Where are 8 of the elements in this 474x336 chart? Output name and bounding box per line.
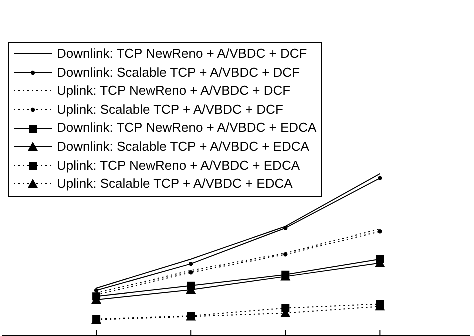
- legend-label: Downlink: Scalable TCP + A/VBDC + DCF: [57, 64, 300, 82]
- legend-label: Uplink: Scalable TCP + A/VBDC + EDCA: [57, 175, 293, 194]
- legend-label: Uplink: TCP NewReno + A/VBDC + DCF: [57, 82, 291, 100]
- legend-label: Uplink: TCP NewReno + A/VBDC + EDCA: [57, 156, 300, 175]
- legend-label: Uplink: Scalable TCP + A/VBDC + DCF: [57, 100, 284, 119]
- legend-label: Downlink: Scalable TCP + A/VBDC + EDCA: [57, 138, 310, 156]
- legend-label: Downlink: TCP NewReno + A/VBDC + EDCA: [57, 119, 317, 138]
- legend-label: Downlink: TCP NewReno + A/VBDC + DCF: [57, 45, 308, 63]
